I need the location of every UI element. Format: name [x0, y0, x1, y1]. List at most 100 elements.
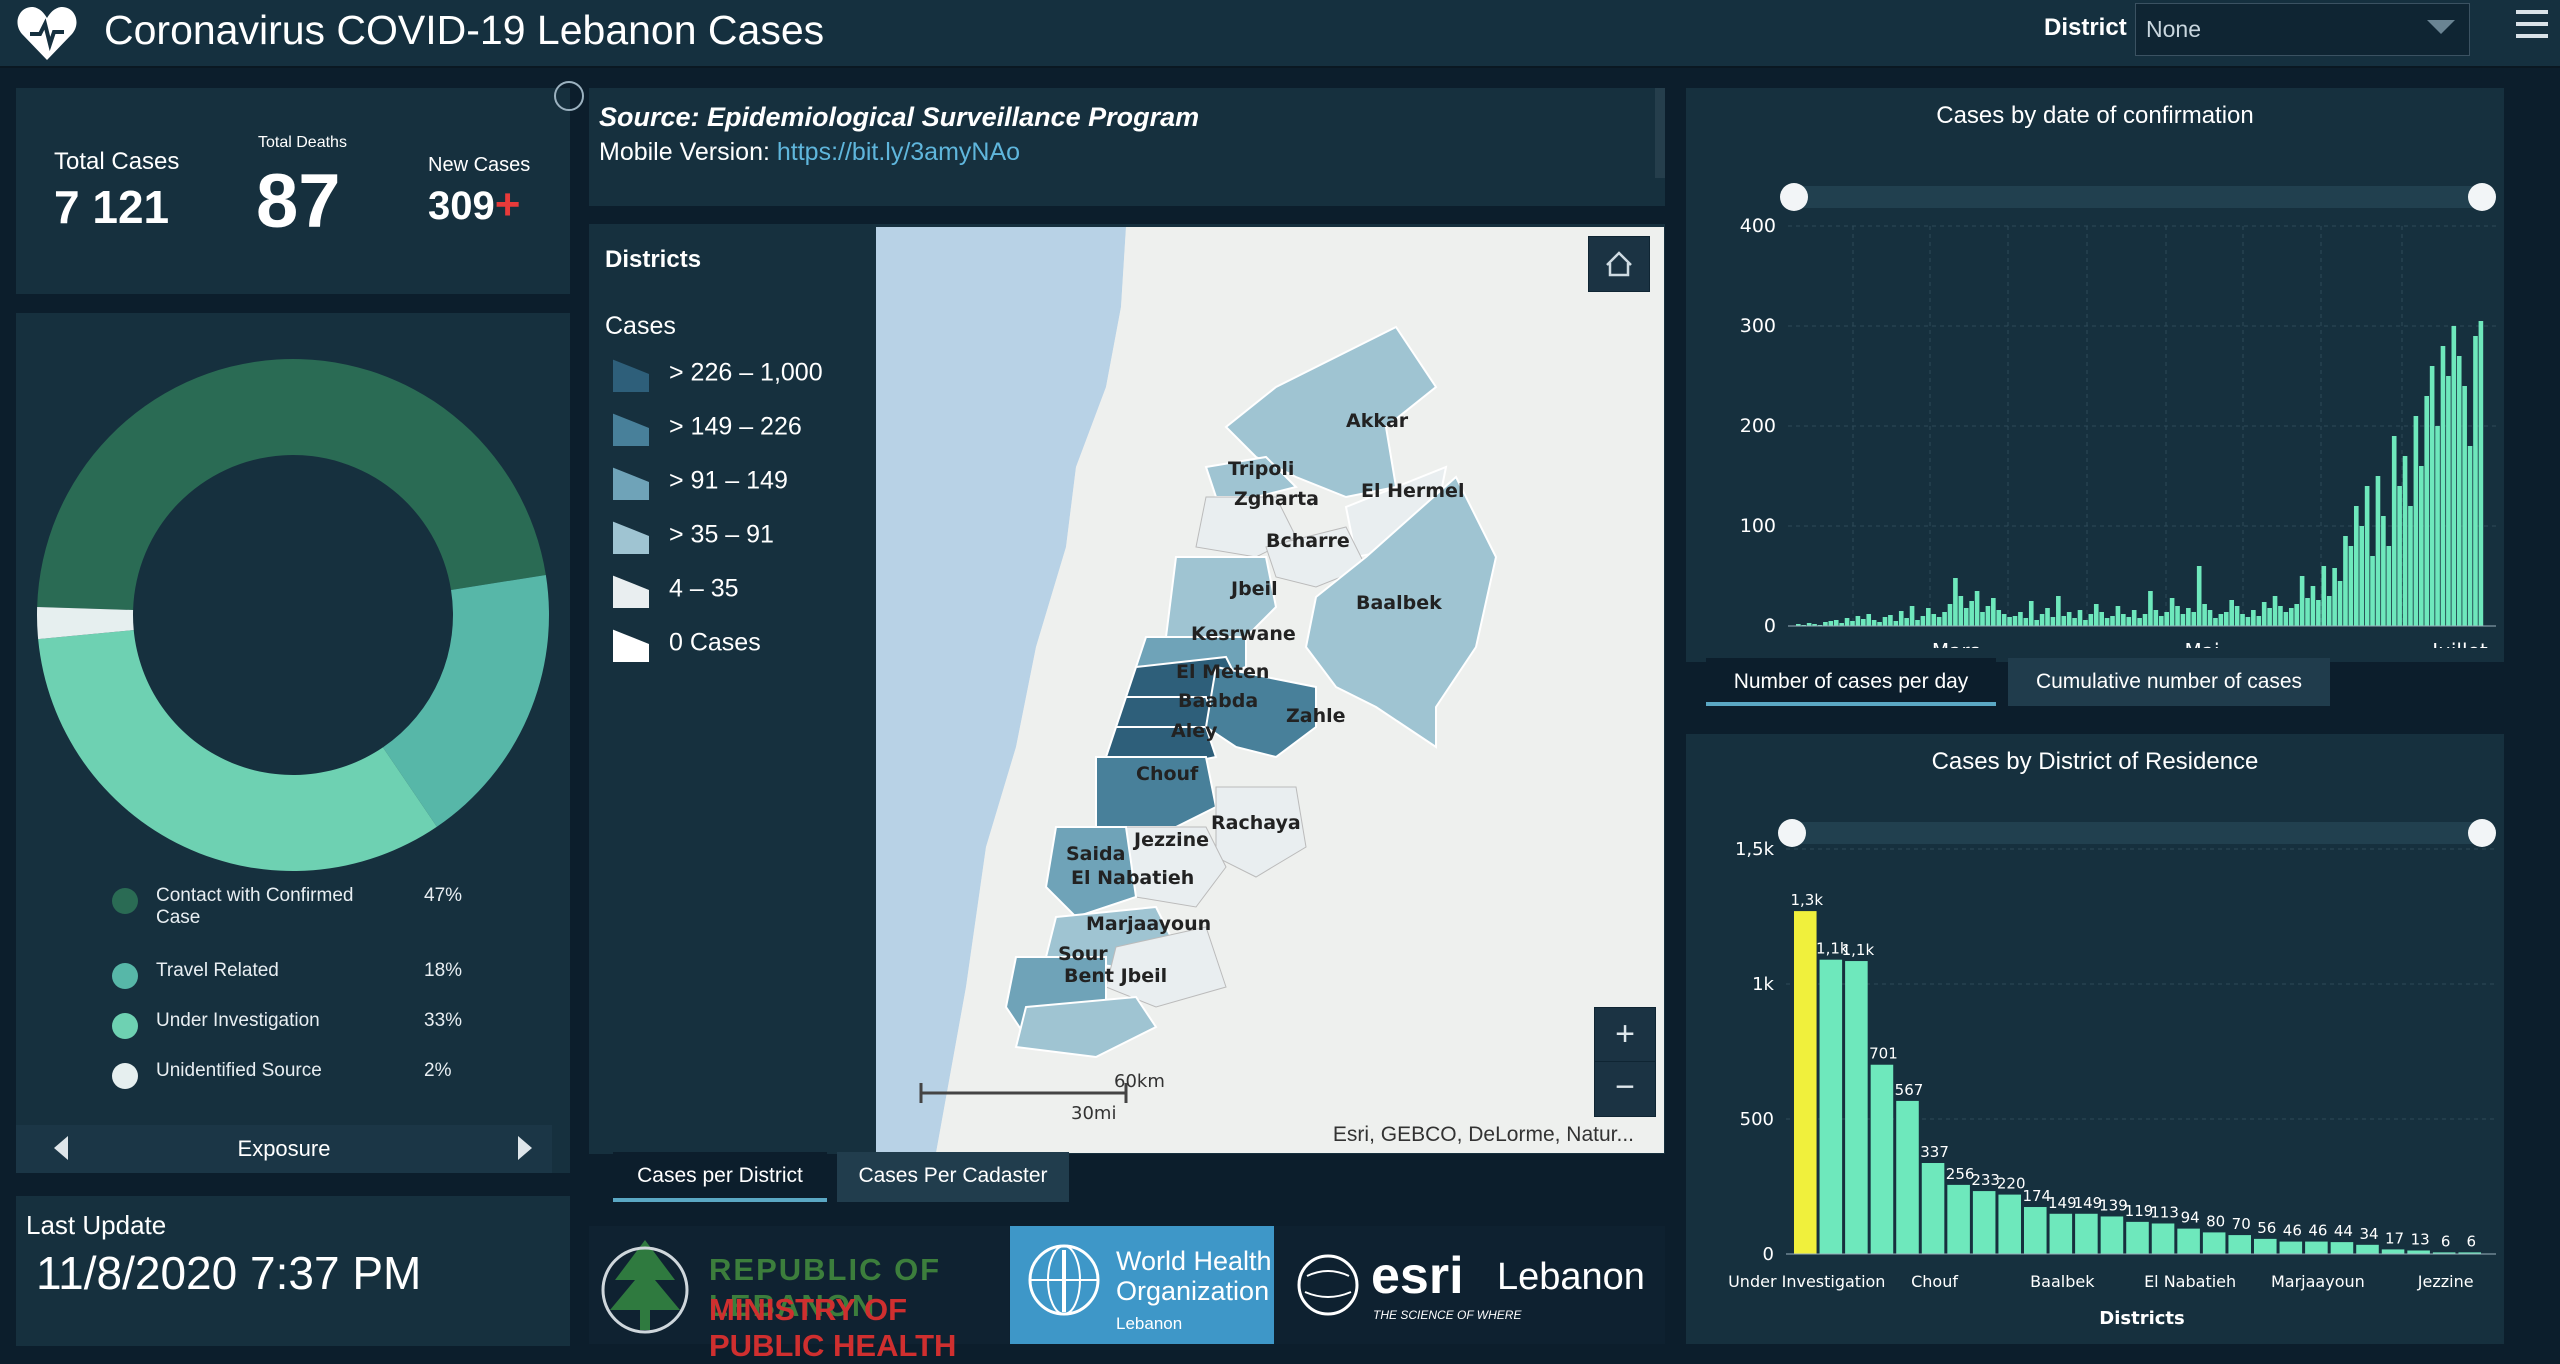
chevron-left-icon[interactable]	[54, 1136, 68, 1160]
daily-bar[interactable]	[2164, 612, 2169, 626]
district-bar[interactable]	[2177, 1228, 2200, 1254]
daily-bar[interactable]	[1828, 621, 1834, 626]
daily-bar[interactable]	[2142, 614, 2148, 626]
daily-bar[interactable]	[2272, 596, 2278, 626]
district-bar[interactable]	[1845, 961, 1868, 1254]
district-bar[interactable]	[2279, 1241, 2303, 1254]
daily-bar[interactable]	[1861, 619, 1866, 626]
daily-bar[interactable]	[1980, 612, 1985, 626]
daily-bar[interactable]	[2202, 604, 2207, 626]
daily-bar[interactable]	[2256, 616, 2262, 626]
daily-bar[interactable]	[2240, 614, 2245, 626]
daily-bar[interactable]	[2115, 606, 2121, 626]
daily-bar[interactable]	[1904, 618, 1909, 626]
daily-bar[interactable]	[1806, 623, 1812, 626]
daily-bar[interactable]	[2261, 602, 2267, 626]
daily-bar[interactable]	[2056, 596, 2061, 626]
daily-bar[interactable]	[2370, 556, 2375, 626]
daily-bar[interactable]	[2386, 546, 2392, 626]
district-chouf[interactable]	[1095, 756, 1218, 828]
daily-bar[interactable]	[2467, 446, 2473, 626]
daily-bar[interactable]	[2348, 546, 2354, 626]
daily-bar[interactable]	[2299, 576, 2305, 626]
daily-bar[interactable]	[1812, 624, 1817, 626]
daily-bar[interactable]	[2083, 620, 2088, 626]
daily-bar[interactable]	[1942, 612, 1947, 626]
daily-bar[interactable]	[2446, 376, 2451, 626]
daily-bar[interactable]	[2337, 581, 2343, 626]
daily-bar[interactable]	[2418, 466, 2424, 626]
district-bar[interactable]	[2151, 1223, 2175, 1254]
daily-bar[interactable]	[2191, 612, 2197, 626]
daily-bar[interactable]	[2223, 612, 2229, 626]
daily-bar[interactable]	[2061, 616, 2067, 626]
district-bar[interactable]	[2381, 1249, 2405, 1254]
daily-bar[interactable]	[1996, 610, 2002, 626]
daily-bar[interactable]	[2456, 356, 2462, 626]
daily-bar[interactable]	[2023, 618, 2029, 626]
daily-bar[interactable]	[1893, 621, 1899, 626]
district-bar[interactable]	[2330, 1242, 2354, 1254]
daily-bar[interactable]	[2093, 604, 2099, 626]
daily-bar[interactable]	[2007, 617, 2012, 626]
daily-bar[interactable]	[2451, 326, 2457, 626]
district-bar[interactable]	[2024, 1207, 2047, 1254]
daily-bar[interactable]	[1947, 604, 1953, 626]
daily-bar[interactable]	[2288, 608, 2294, 626]
daily-bar[interactable]	[2099, 612, 2104, 626]
daily-bar[interactable]	[2424, 396, 2430, 626]
daily-bar[interactable]	[2245, 617, 2251, 626]
district-bar[interactable]	[2202, 1232, 2226, 1254]
district-bar[interactable]	[2305, 1241, 2328, 1254]
daily-bar[interactable]	[2207, 610, 2213, 626]
district-bar[interactable]	[2075, 1213, 2098, 1254]
donut-slice[interactable]	[382, 574, 549, 827]
daily-bar[interactable]	[2413, 416, 2419, 626]
daily-bar[interactable]	[2050, 617, 2056, 626]
daily-bar[interactable]	[1850, 621, 1855, 626]
district-bar[interactable]	[2049, 1213, 2073, 1254]
daily-bar[interactable]	[1839, 623, 1844, 626]
district-bar[interactable]	[2356, 1244, 2379, 1254]
daily-bar[interactable]	[2148, 591, 2153, 626]
tab-cases-per-day[interactable]: Number of cases per day	[1706, 658, 1996, 706]
daily-bar[interactable]	[1915, 620, 1920, 626]
daily-bar[interactable]	[1888, 615, 1893, 626]
daily-bar[interactable]	[2364, 486, 2370, 626]
daily-bar[interactable]	[1877, 622, 1882, 626]
daily-bar[interactable]	[2077, 610, 2083, 626]
daily-bar[interactable]	[1963, 608, 1969, 626]
daily-bar[interactable]	[2278, 606, 2283, 626]
daily-bar[interactable]	[2375, 476, 2381, 626]
daily-bar[interactable]	[1991, 598, 1996, 626]
tab-cumulative-cases[interactable]: Cumulative number of cases	[2008, 658, 2330, 706]
daily-bar[interactable]	[2473, 336, 2478, 626]
daily-bar[interactable]	[2153, 610, 2159, 626]
district-jbeil[interactable]	[1164, 556, 1278, 649]
district-bar[interactable]	[2254, 1238, 2277, 1254]
daily-bar[interactable]	[1920, 616, 1926, 626]
daily-bar[interactable]	[1898, 611, 1904, 626]
daily-bar[interactable]	[2229, 600, 2235, 626]
daily-bar[interactable]	[2353, 506, 2359, 626]
mobile-link[interactable]: https://bit.ly/3amyNAo	[776, 138, 1021, 166]
district-bar[interactable]	[2126, 1221, 2149, 1254]
daily-bar[interactable]	[2045, 608, 2050, 626]
map-view[interactable]: Akkar Tripoli El Hermel Zgharta Bcharre Jbeil…	[876, 227, 1664, 1153]
district-tripoli[interactable]	[1204, 455, 1298, 498]
district-bar[interactable]	[2432, 1252, 2456, 1254]
district-bar[interactable]	[2458, 1252, 2481, 1254]
daily-bar[interactable]	[2397, 486, 2402, 626]
district-akkar[interactable]	[1224, 325, 1438, 499]
daily-bar[interactable]	[2321, 566, 2327, 626]
district-bar[interactable]	[2407, 1250, 2430, 1254]
donut-slice[interactable]	[37, 606, 134, 640]
daily-bar[interactable]	[1909, 606, 1915, 626]
daily-bar[interactable]	[2175, 606, 2180, 626]
daily-bar[interactable]	[2359, 526, 2365, 626]
daily-bar[interactable]	[2131, 610, 2137, 626]
daily-bar[interactable]	[2343, 536, 2348, 626]
daily-bar[interactable]	[2251, 610, 2256, 626]
daily-bar[interactable]	[2088, 614, 2094, 626]
district-bar[interactable]	[1998, 1194, 2021, 1254]
